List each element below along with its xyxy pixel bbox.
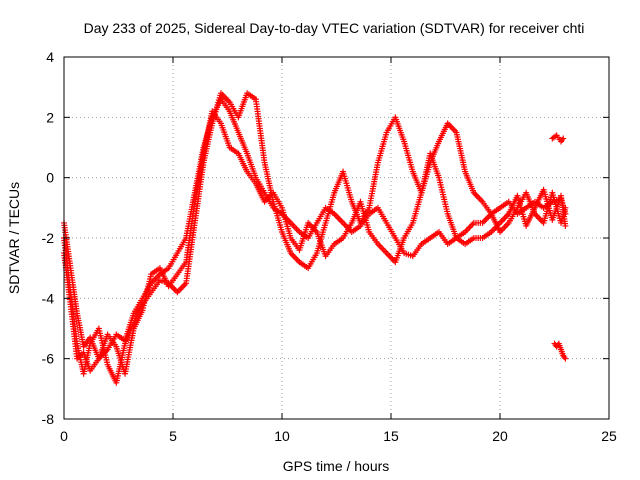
series-late-bottom: [551, 340, 569, 362]
axis-ticks: 0 5 10 15 20 25 -8 -6 -4 -2 0 2 4: [42, 49, 617, 444]
y-tick-label: 0: [46, 170, 54, 186]
series-late-top: [549, 132, 567, 145]
data-points: [61, 90, 569, 386]
data-point: [562, 355, 569, 362]
y-tick-label: -2: [42, 230, 55, 246]
x-axis-label: GPS time / hours: [283, 458, 390, 474]
x-tick-label: 10: [274, 428, 290, 444]
series-track-2: [61, 90, 569, 386]
data-point: [560, 135, 567, 142]
x-tick-label: 15: [383, 428, 399, 444]
x-tick-label: 25: [601, 428, 617, 444]
y-tick-label: 2: [46, 109, 54, 125]
series-track-3: [61, 108, 569, 377]
x-tick-label: 0: [60, 428, 68, 444]
y-tick-label: 4: [46, 49, 54, 65]
data-point: [562, 222, 569, 229]
x-tick-label: 5: [169, 428, 177, 444]
y-tick-label: -8: [42, 411, 55, 427]
y-axis-label: SDTVAR / TECUs: [6, 182, 22, 294]
y-tick-label: -6: [42, 351, 55, 367]
grid-lines: [64, 57, 609, 419]
chart-title: Day 233 of 2025, Sidereal Day-to-day VTE…: [84, 20, 585, 36]
x-tick-label: 20: [492, 428, 508, 444]
y-tick-label: -4: [42, 290, 55, 306]
